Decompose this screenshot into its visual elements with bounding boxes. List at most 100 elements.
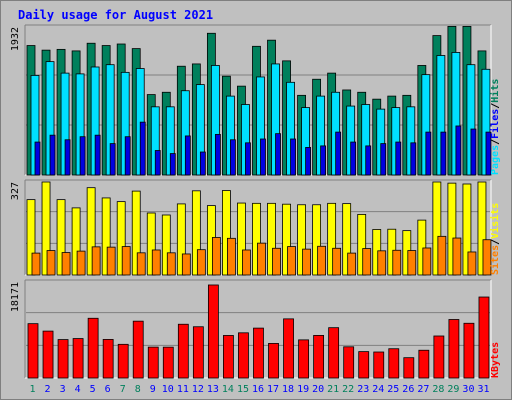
kbytes-bar (147, 346, 159, 379)
pages-bar (139, 121, 146, 176)
kbytes-bar (358, 351, 370, 379)
pages-bar (64, 139, 71, 176)
chart-title: Daily usage for August 2021 (18, 8, 214, 22)
legend-separator: / (490, 103, 501, 109)
sites-bar (452, 237, 462, 276)
sites-bar (302, 248, 311, 276)
pages-bar (184, 135, 191, 176)
kbytes-bar (27, 323, 39, 379)
visits-bar (432, 181, 442, 276)
kbytes-bar (87, 317, 99, 379)
visits-bar (146, 212, 156, 276)
visits-bar (447, 182, 457, 276)
kbytes-bar (448, 319, 460, 379)
day-label: 20 (312, 384, 324, 395)
visits-bar (267, 202, 276, 276)
day-label: 5 (90, 384, 96, 395)
legend-entry: Files (489, 109, 501, 139)
kbytes-bar (177, 323, 189, 379)
sites-bar (392, 249, 402, 276)
visits-bar (26, 199, 36, 276)
sites-bar (257, 242, 266, 276)
day-label: 7 (120, 384, 126, 395)
visits-bar (131, 190, 141, 276)
legend-separator: / (490, 139, 501, 145)
sites-bar (467, 251, 477, 276)
day-label: 23 (357, 384, 369, 395)
sites-bar (121, 246, 131, 276)
legend-entry: Hits (489, 79, 501, 103)
visits-bar (222, 190, 231, 276)
day-label: 14 (222, 384, 234, 395)
kbytes-bar (162, 346, 174, 379)
sites-bar (332, 247, 342, 276)
day-label: 10 (162, 384, 174, 395)
pages-bar (290, 138, 296, 176)
sites-bar (136, 252, 146, 276)
kbytes-bar (433, 335, 445, 379)
sites-bar (227, 237, 236, 276)
day-label: 29 (447, 384, 459, 395)
sites-bar (407, 250, 417, 276)
pages-bar (335, 131, 342, 176)
pages-bar (440, 131, 447, 176)
pages-bar (245, 142, 251, 176)
sites-bar (422, 247, 432, 276)
day-label: 2 (45, 384, 51, 395)
day-label: 30 (462, 384, 474, 395)
series-legend: Sites/Visits (489, 203, 501, 275)
pages-bar (169, 153, 176, 176)
visits-bar (462, 183, 472, 276)
pages-bar (214, 133, 221, 176)
kbytes-bar (343, 346, 355, 379)
kbytes-bar (102, 339, 114, 379)
visits-bar (176, 203, 186, 276)
visits-bar (252, 202, 261, 276)
visits-bar (71, 207, 81, 276)
pages-bar (305, 147, 311, 176)
day-label: 18 (282, 384, 294, 395)
y-max-label: 18171 (10, 282, 21, 312)
day-label: 27 (417, 384, 429, 395)
kbytes-bar (223, 335, 234, 379)
pages-bar (49, 134, 56, 176)
sites-bar (242, 249, 251, 276)
pages-bar (455, 125, 462, 176)
pages-bar (109, 143, 116, 176)
sites-bar (287, 246, 296, 276)
pages-bar (94, 134, 101, 176)
day-label: 26 (402, 384, 414, 395)
visits-bar (417, 219, 427, 276)
y-max-label: 327 (10, 182, 21, 200)
sites-bar (31, 252, 41, 276)
pages-bar (230, 139, 236, 176)
legend-entry: KBytes (490, 342, 501, 378)
day-label: 3 (60, 384, 66, 395)
kbytes-bar (192, 326, 204, 379)
visits-bar (297, 204, 306, 276)
kbytes-bar (373, 351, 385, 379)
legend-separator: / (490, 239, 501, 245)
sites-bar (91, 246, 101, 276)
day-label: 12 (192, 384, 204, 395)
pages-bar (320, 145, 327, 176)
kbytes-bar (388, 348, 400, 379)
sites-bar (151, 249, 161, 276)
visits-bar (56, 199, 66, 276)
day-label: 16 (252, 384, 264, 395)
pages-bar (275, 133, 281, 176)
day-label: 24 (372, 384, 384, 395)
visits-bar (327, 202, 337, 276)
kbytes-bar (57, 339, 69, 379)
kbytes-bar (238, 332, 249, 379)
sites-bar (106, 246, 116, 276)
sites-bar (272, 247, 281, 276)
legend-entry: Sites (489, 245, 501, 275)
kbytes-bar (253, 327, 264, 379)
sites-bar (46, 250, 56, 276)
kbytes-bar (207, 284, 219, 379)
visits-bar (161, 214, 171, 276)
kbytes-bar (283, 318, 294, 379)
day-label: 25 (387, 384, 399, 395)
visits-bar (282, 203, 291, 276)
